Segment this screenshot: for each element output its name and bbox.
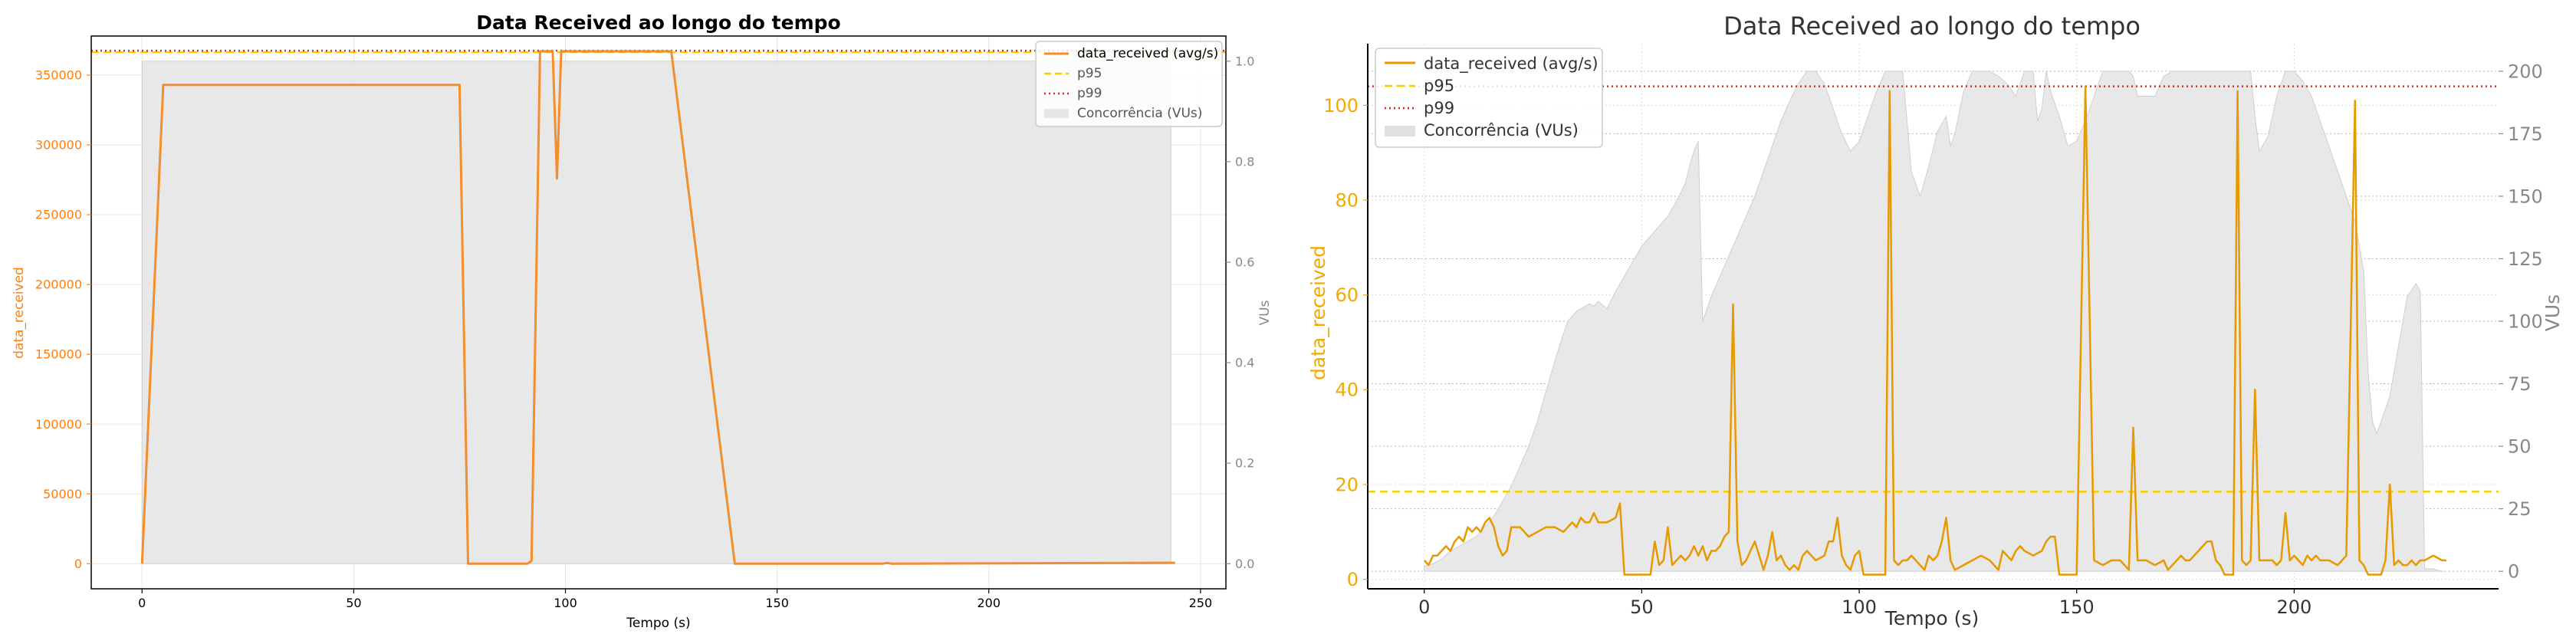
legend-label-vus: Concorrência (VUs) <box>1077 106 1202 121</box>
x-tick-label: 200 <box>2276 596 2312 618</box>
x-tick-label: 250 <box>1189 596 1213 610</box>
y-tick-label: 200000 <box>35 278 82 292</box>
chart-left-ylabel: data_received <box>12 267 27 359</box>
y-tick-label: 100000 <box>35 417 82 432</box>
y2-tick-label: 150 <box>2508 186 2543 207</box>
chart-left: Data Received ao longo do tempo Tempo (s… <box>12 12 1273 631</box>
y2-tick-label: 0.4 <box>1235 356 1254 370</box>
legend-label-vus: Concorrência (VUs) <box>1424 121 1579 140</box>
legend-label-p95: p95 <box>1077 66 1102 81</box>
x-tick-label: 200 <box>977 596 1001 610</box>
y2-tick-label: 175 <box>2508 123 2543 145</box>
legend-label-p99: p99 <box>1424 99 1454 117</box>
y-tick-label: 100 <box>1323 95 1359 117</box>
x-tick-label: 50 <box>1630 596 1654 618</box>
y2-tick-label: 1.0 <box>1235 54 1254 68</box>
y2-tick-label: 0.8 <box>1235 154 1254 169</box>
legend-label-data-received: data_received (avg/s) <box>1077 46 1218 61</box>
chart-left-legend: data_received (avg/s) p95 p99 Concorrênc… <box>1035 41 1223 127</box>
legend-swatch-vus <box>1385 126 1415 136</box>
x-tick-label: 100 <box>1842 596 1877 618</box>
legend-frame <box>1375 48 1603 148</box>
chart-right-xlabel: Tempo (s) <box>1884 607 1979 629</box>
vus-area <box>1424 71 2446 572</box>
legend-label-p95: p95 <box>1424 77 1454 95</box>
y2-tick-label: 0 <box>2508 561 2519 583</box>
legend-swatch-vus <box>1044 109 1069 118</box>
y2-tick-label: 0.2 <box>1235 456 1254 471</box>
x-tick-label: 0 <box>1418 596 1430 618</box>
plot-frame <box>90 35 1227 590</box>
y-tick-label: 60 <box>1335 284 1359 306</box>
chart-right-legend: data_received (avg/s) p95 p99 Concorrênc… <box>1375 48 1603 148</box>
y2-tick-label: 0.0 <box>1235 557 1254 571</box>
chart-right-title: Data Received ao longo do tempo <box>1723 12 2141 41</box>
x-tick-label: 100 <box>554 596 577 610</box>
vus-area <box>141 61 1171 564</box>
y-tick-label: 80 <box>1335 189 1359 211</box>
chart-left-y2label: VUs <box>1257 300 1273 325</box>
x-tick-label: 150 <box>765 596 789 610</box>
y2-tick-label: 50 <box>2508 435 2532 457</box>
y-tick-label: 50000 <box>43 487 82 501</box>
x-tick-label: 150 <box>2059 596 2095 618</box>
chart-left-xlabel: Tempo (s) <box>626 616 690 631</box>
y2-tick-label: 0.6 <box>1235 255 1254 270</box>
y-tick-label: 0 <box>74 557 82 571</box>
chart-right: Data Received ao longo do tempo Tempo (s… <box>1307 12 2564 629</box>
y-tick-label: 300000 <box>35 138 82 153</box>
y-tick-label: 150000 <box>35 347 82 362</box>
chart-right-y2label: VUs <box>2542 294 2564 331</box>
chart-left-title: Data Received ao longo do tempo <box>476 12 840 34</box>
data-received-line <box>140 50 1175 565</box>
y2-tick-label: 75 <box>2508 373 2532 395</box>
y2-tick-label: 100 <box>2508 310 2543 332</box>
data-received-line <box>1423 85 2446 576</box>
y2-tick-label: 25 <box>2508 498 2532 520</box>
chart-right-ylabel: data_received <box>1307 245 1329 380</box>
y-tick-label: 350000 <box>35 68 82 83</box>
legend-label-p99: p99 <box>1077 86 1102 101</box>
y-tick-label: 40 <box>1335 380 1359 401</box>
y-tick-label: 0 <box>1347 569 1359 590</box>
x-tick-label: 0 <box>138 596 146 610</box>
y2-tick-label: 125 <box>2508 248 2543 270</box>
y-tick-label: 250000 <box>35 208 82 222</box>
legend-label-data-received: data_received (avg/s) <box>1424 54 1598 74</box>
y-tick-label: 20 <box>1335 474 1359 495</box>
legend-frame <box>1035 41 1223 127</box>
y2-tick-label: 200 <box>2508 61 2543 82</box>
x-tick-label: 50 <box>346 596 361 610</box>
